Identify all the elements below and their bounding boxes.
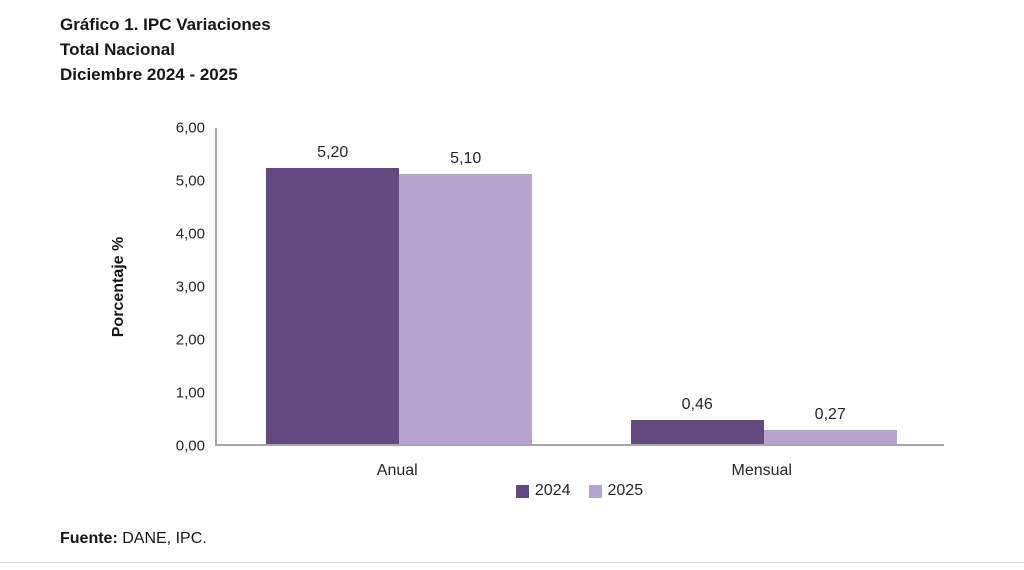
bar-value-label: 0,27 [814,406,846,423]
legend-item-2025: 2025 [588,482,644,500]
plot-area: 5,20 5,10 0,46 0,27 [215,128,944,446]
bar-mensual-2025 [763,430,897,444]
y-axis-tick: 4,00 [175,225,205,243]
legend-label: 2024 [534,482,571,499]
y-axis-tick: 1,00 [175,384,205,402]
source-note: Fuente: DANE, IPC. [60,530,207,548]
y-axis-tick: 3,00 [175,278,205,296]
bar-value-label: 0,46 [681,396,713,413]
chart-title-block: Gráfico 1. IPC Variaciones Total Naciona… [60,12,271,87]
category-label-mensual: Mensual [731,462,792,479]
y-axis-tick: 0,00 [175,437,205,455]
chart-title-line2: Total Nacional [60,40,175,59]
bar-anual-2025 [399,174,533,444]
legend-item-2024: 2024 [515,482,571,500]
y-axis-tick: 5,00 [175,172,205,190]
legend-swatch-icon [515,484,529,498]
chart-title-line3: Diciembre 2024 - 2025 [60,65,238,84]
bar-mensual-2024 [630,420,764,444]
bar-anual-2024 [266,168,400,444]
source-label: Fuente: [60,530,118,547]
chart-title-line1: Gráfico 1. IPC Variaciones [60,15,271,34]
bar-value-label: 5,20 [317,144,349,161]
page-bottom-divider [0,562,1024,563]
source-text: DANE, IPC. [117,530,207,547]
bar-value-label: 5,10 [450,150,482,167]
legend-label: 2025 [607,482,644,499]
category-label-anual: Anual [376,462,418,479]
chart-legend: 2024 2025 [215,482,944,500]
y-axis-tick: 2,00 [175,331,205,349]
y-axis-tick: 6,00 [175,119,205,137]
legend-swatch-icon [588,484,602,498]
